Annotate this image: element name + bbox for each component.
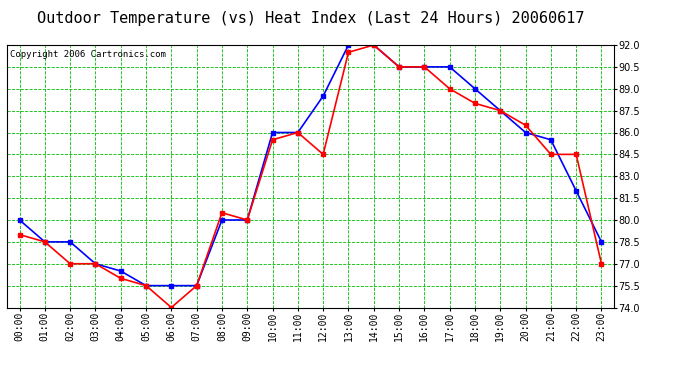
Text: Outdoor Temperature (vs) Heat Index (Last 24 Hours) 20060617: Outdoor Temperature (vs) Heat Index (Las… — [37, 11, 584, 26]
Text: Copyright 2006 Cartronics.com: Copyright 2006 Cartronics.com — [10, 50, 166, 59]
